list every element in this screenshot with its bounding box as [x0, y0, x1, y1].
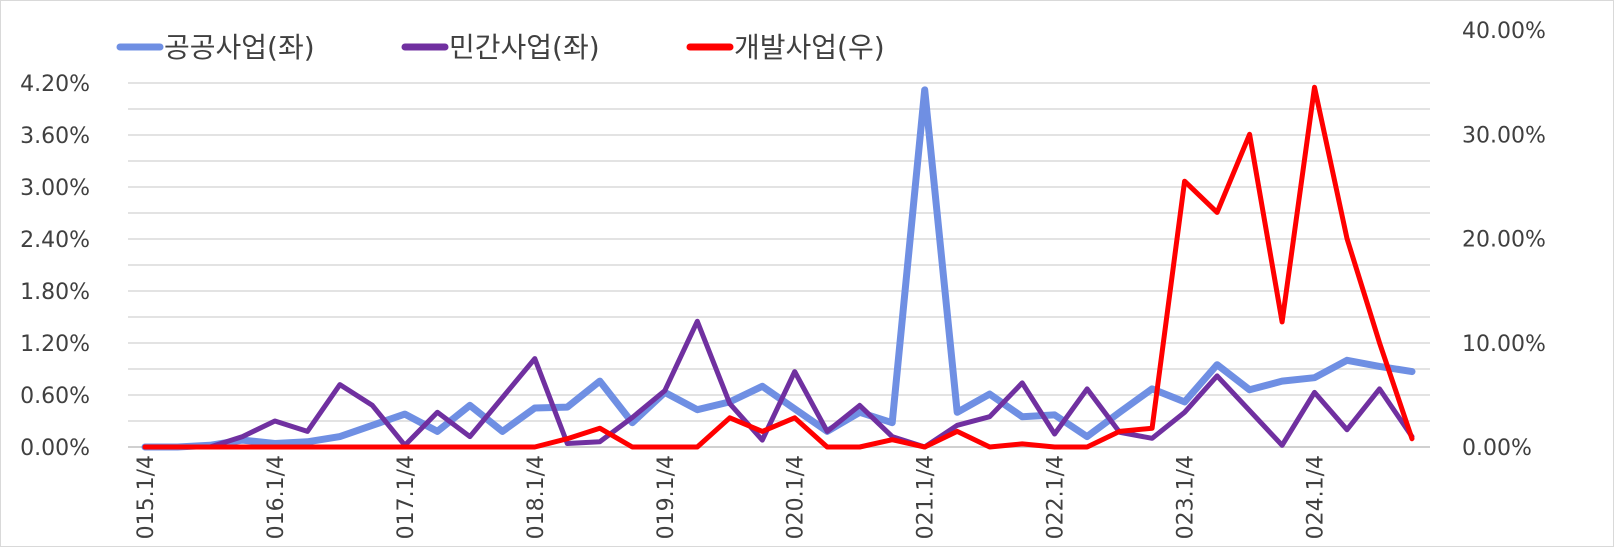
gridlines: [128, 82, 1430, 448]
series-line-private: [142, 318, 1415, 450]
left-tick-label: 4.20%: [20, 72, 90, 97]
legend: 공공사업(좌) 민간사업(좌) 개발사업(우): [116, 31, 885, 64]
left-tick-label: 1.80%: [20, 280, 90, 305]
right-axis-ticks: 0.00% 10.00% 20.00% 30.00% 40.00%: [1462, 19, 1546, 461]
left-tick-label: 3.60%: [20, 124, 90, 149]
x-axis-ticks: 015.1/4 016.1/4 017.1/4 018.1/4 019.1/4 020.1…: [134, 455, 1329, 539]
left-tick-label: 2.40%: [20, 228, 90, 253]
x-tick-label: 024.1/4: [1304, 455, 1329, 539]
x-tick-label: 023.1/4: [1174, 455, 1199, 539]
legend-label: 공공사업(좌): [164, 31, 315, 64]
left-tick-label: 0.60%: [20, 384, 90, 409]
x-tick-label: 018.1/4: [524, 455, 549, 539]
series-line-development: [142, 84, 1415, 450]
x-tick-label: 020.1/4: [784, 455, 809, 539]
series-line-public: [141, 86, 1416, 451]
x-tick-label: 021.1/4: [914, 455, 939, 539]
right-tick-label: 30.00%: [1462, 123, 1546, 148]
x-tick-label: 019.1/4: [654, 455, 679, 539]
legend-label: 민간사업(좌): [449, 31, 600, 64]
left-tick-label: 1.20%: [20, 332, 90, 357]
x-tick-label: 022.1/4: [1044, 455, 1069, 539]
right-tick-label: 10.00%: [1462, 332, 1546, 357]
left-tick-label: 0.00%: [20, 436, 90, 461]
right-tick-label: 0.00%: [1462, 436, 1532, 461]
x-tick-label: 017.1/4: [394, 455, 419, 539]
x-tick-label: 015.1/4: [134, 455, 159, 539]
right-tick-label: 40.00%: [1462, 19, 1546, 44]
x-tick-label: 016.1/4: [264, 455, 289, 539]
legend-label: 개발사업(우): [734, 31, 885, 64]
left-axis-ticks: 0.00% 0.60% 1.20% 1.80% 2.40% 3.00% 3.60% 4.20%: [20, 72, 90, 461]
right-tick-label: 20.00%: [1462, 228, 1546, 253]
left-tick-label: 3.00%: [20, 176, 90, 201]
series-lines: [141, 84, 1416, 451]
